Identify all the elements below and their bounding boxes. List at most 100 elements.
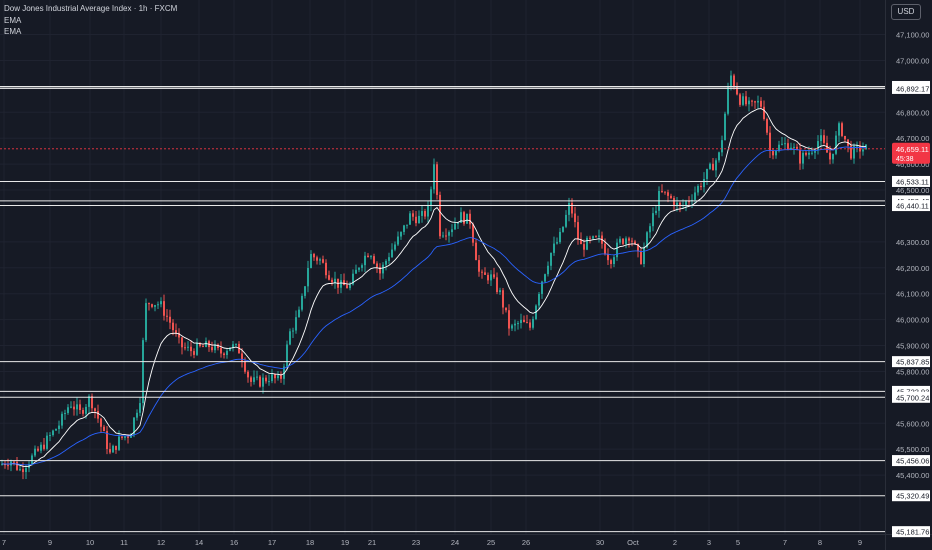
candle-body [721, 140, 723, 153]
ema-fast-legend[interactable]: EMA [4, 16, 22, 25]
candle-body [34, 448, 36, 456]
x-tick-label: 3 [707, 538, 711, 547]
candle-body [196, 343, 198, 355]
candle-body [85, 406, 87, 414]
candle-body [25, 468, 27, 473]
x-tick-label: 8 [818, 538, 822, 547]
level-price-label: 45,320.49 [896, 492, 929, 501]
candle-body [835, 135, 837, 154]
candle-body [679, 202, 681, 206]
candle-body [301, 295, 303, 310]
candle-body [823, 135, 825, 143]
candle-body [151, 304, 153, 307]
currency-button[interactable]: USD [891, 4, 921, 20]
candle-body [865, 144, 867, 150]
candle-body [349, 284, 351, 289]
countdown-label: 45:38 [896, 156, 914, 163]
candle-body [49, 435, 51, 437]
candle-body [247, 371, 249, 378]
candle-body [505, 307, 507, 311]
candle-body [358, 267, 360, 270]
y-tick-label: 46,800.00 [896, 108, 929, 117]
candle-body [700, 186, 702, 188]
candle-body [193, 351, 195, 355]
candle-body [106, 431, 108, 450]
candle-body [154, 305, 156, 307]
candle-body [445, 235, 447, 237]
level-price-label: 45,181.76 [896, 528, 929, 537]
candle-body [271, 374, 273, 382]
candle-body [304, 286, 306, 296]
candle-body [730, 75, 732, 87]
x-tick-label: 17 [268, 538, 276, 547]
candle-body [577, 222, 579, 240]
candle-body [670, 195, 672, 199]
y-tick-label: 46,500.00 [896, 186, 929, 195]
candle-body [100, 418, 102, 427]
candle-body [265, 377, 267, 382]
candle-body [352, 273, 354, 285]
candle-body [127, 436, 129, 438]
candle-body [409, 213, 411, 225]
candle-body [856, 145, 858, 147]
candle-body [619, 238, 621, 243]
candle-body [514, 323, 516, 326]
candle-body [532, 319, 534, 328]
y-tick-label: 45,800.00 [896, 367, 929, 376]
candle-body [331, 279, 333, 283]
x-tick-label: 26 [522, 538, 530, 547]
candle-body [637, 243, 639, 252]
candle-body [157, 304, 159, 306]
candle-body [712, 163, 714, 171]
candle-body [256, 376, 258, 378]
candle-body [604, 243, 606, 255]
candle-body [433, 164, 435, 190]
candle-body [424, 211, 426, 217]
candle-body [136, 412, 138, 418]
level-price-tag [892, 82, 930, 94]
x-tick-label: Oct [627, 538, 640, 547]
ema-slow-legend[interactable]: EMA [4, 27, 22, 36]
candle-body [574, 213, 576, 223]
candle-body [436, 164, 438, 195]
candle-body [346, 285, 348, 289]
candle-body [22, 469, 24, 473]
candle-body [67, 407, 69, 413]
candle-body [313, 254, 315, 258]
candle-body [598, 235, 600, 237]
candle-body [55, 429, 57, 431]
candle-body [490, 274, 492, 281]
x-tick-label: 21 [368, 538, 376, 547]
candle-body [781, 143, 783, 145]
candle-body [817, 141, 819, 151]
candle-body [94, 408, 96, 411]
candle-body [472, 224, 474, 243]
level-price-tag [892, 356, 930, 368]
candle-body [595, 236, 597, 238]
candle-body [70, 406, 72, 408]
candle-body [478, 260, 480, 272]
level-price-label: 46,892.17 [896, 84, 929, 93]
candle-body [541, 281, 543, 294]
candle-body [220, 347, 222, 354]
x-tick-label: 30 [596, 538, 604, 547]
candle-body [694, 192, 696, 200]
candle-body [652, 213, 654, 227]
candle-body [784, 143, 786, 145]
candle-body [718, 152, 720, 161]
candle-body [769, 132, 771, 152]
candle-body [61, 413, 63, 426]
candle-body [244, 361, 246, 372]
y-tick-label: 46,600.00 [896, 160, 929, 169]
candle-body [805, 152, 807, 155]
candle-body [286, 344, 288, 367]
candle-body [97, 410, 99, 419]
candle-body [37, 448, 39, 451]
candle-body [772, 151, 774, 156]
candle-body [235, 343, 237, 345]
y-tick-label: 47,100.00 [896, 31, 929, 40]
candle-body [370, 256, 372, 258]
candle-body [703, 178, 705, 188]
